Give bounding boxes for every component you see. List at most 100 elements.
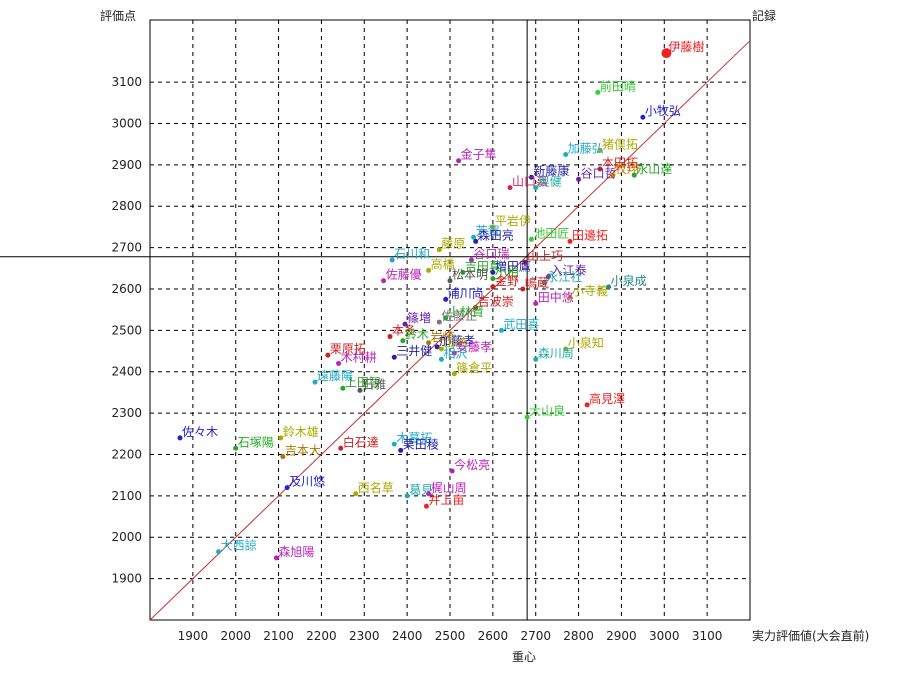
x-tick-label: 3000 — [649, 629, 680, 643]
data-point — [563, 346, 569, 352]
y-tick-label: 3100 — [111, 75, 142, 89]
point-label: 吉本大 — [285, 444, 321, 458]
point-label: 梶山周 — [431, 481, 467, 495]
y-tick-label: 2300 — [111, 406, 142, 420]
point-label: 武田喜 — [503, 317, 539, 331]
data-point — [447, 278, 453, 284]
data-point — [567, 238, 573, 244]
data-point — [490, 284, 496, 290]
grid — [150, 20, 750, 620]
point-label: 加藤孝 — [439, 334, 475, 348]
y-tick-label: 2400 — [111, 365, 142, 379]
data-point — [387, 334, 393, 340]
point-label: 佐藤正 — [441, 309, 477, 323]
y-tick-label: 2000 — [111, 530, 142, 544]
data-point — [391, 354, 397, 360]
data-point — [436, 247, 442, 253]
point-label: 及川悠 — [289, 474, 325, 489]
point-label: 田中悠 — [538, 289, 574, 304]
x-tick-label: 2200 — [306, 629, 337, 643]
y-tick-label: 2900 — [111, 158, 142, 172]
point-label: 岩崎 — [431, 329, 455, 344]
data-point — [451, 350, 457, 356]
point-label: 金野 — [495, 273, 519, 288]
point-label: 高橋 — [431, 256, 455, 271]
data-point — [423, 503, 429, 509]
x-tick-label: 2500 — [435, 629, 466, 643]
tick-labels: 1900 2000 2100 2200 2300 2400 2500 2600 2700 2800… — [111, 75, 722, 643]
x-tick-label: 2900 — [606, 629, 637, 643]
point-label: 浦川尚 — [448, 286, 484, 300]
point-label: 石雅 — [362, 376, 386, 391]
point-label: 山上巧 — [527, 249, 563, 263]
data-point — [336, 360, 342, 366]
data-point — [576, 176, 582, 182]
data-point — [284, 485, 290, 491]
point-label: 木村耕 — [341, 349, 377, 364]
data-point — [533, 185, 539, 191]
data-point — [468, 257, 474, 263]
point-label: 増田鷹 — [495, 258, 531, 273]
data-point — [631, 172, 637, 178]
point-label: 伊藤樹 — [668, 40, 704, 54]
point-label: 小寺義 — [572, 283, 608, 298]
data-point — [520, 286, 526, 292]
point-label: 白石達 — [343, 434, 379, 449]
data-point — [216, 549, 222, 555]
point-label: 新藤康 — [533, 163, 569, 178]
data-point — [640, 114, 646, 120]
y-tick-label: 2800 — [111, 199, 142, 213]
x-tick-label: 2600 — [478, 629, 509, 643]
top-right-label: 記録 — [752, 8, 776, 23]
data-point — [402, 321, 408, 327]
point-label: 小林賢 — [448, 305, 484, 319]
point-label: 吉田真 — [465, 259, 501, 273]
x-tick-label: 1900 — [178, 629, 209, 643]
point-label: 嶋蔵 — [525, 276, 549, 290]
data-point — [533, 356, 539, 362]
x-tick-label: 3100 — [692, 629, 723, 643]
point-label: 石川和 — [394, 247, 430, 261]
data-point — [522, 259, 528, 265]
diagonal-line — [149, 40, 751, 621]
data-point — [524, 414, 530, 420]
data-point — [610, 172, 616, 178]
point-label: 佐藤優 — [386, 268, 422, 282]
point-label: 吉波崇 — [478, 295, 514, 309]
point-label: 金子隼 — [461, 147, 497, 162]
x-tick-label: 2400 — [392, 629, 423, 643]
data-point — [426, 267, 432, 273]
point-label: 大西諒 — [221, 538, 257, 553]
point-label: 井上亩 — [428, 492, 464, 507]
data-point — [443, 296, 449, 302]
data-point — [546, 274, 552, 280]
data-point — [533, 300, 539, 306]
data-point — [280, 454, 286, 460]
point-label: 小柏 — [495, 265, 519, 280]
point-label: 牧翔 — [615, 162, 639, 176]
data-point — [438, 346, 444, 352]
point-label: 小泉知 — [568, 336, 604, 350]
data-point — [597, 147, 603, 153]
data-point — [233, 445, 239, 451]
data-point — [528, 236, 534, 242]
data-point — [661, 48, 672, 59]
data-point — [567, 294, 573, 300]
point-label: 相沢 — [443, 346, 467, 360]
point-label: 山口嘉 — [512, 175, 548, 189]
point-label: 猪俣拓 — [602, 137, 638, 151]
data-point — [338, 445, 344, 451]
data-point — [471, 234, 477, 240]
data-point — [353, 491, 359, 497]
data-point — [443, 315, 449, 321]
bottom-label: 重心 — [512, 650, 536, 664]
point-label: 遠藤陽 — [317, 369, 353, 383]
point-label: 佐々木 — [182, 425, 218, 439]
point-label: 小泉成 — [611, 274, 647, 288]
point-label: 前田晴 — [600, 78, 636, 93]
point-label: 永山達 — [636, 162, 672, 176]
data-point — [473, 305, 479, 311]
data-point — [398, 447, 404, 453]
data-point — [460, 269, 466, 275]
